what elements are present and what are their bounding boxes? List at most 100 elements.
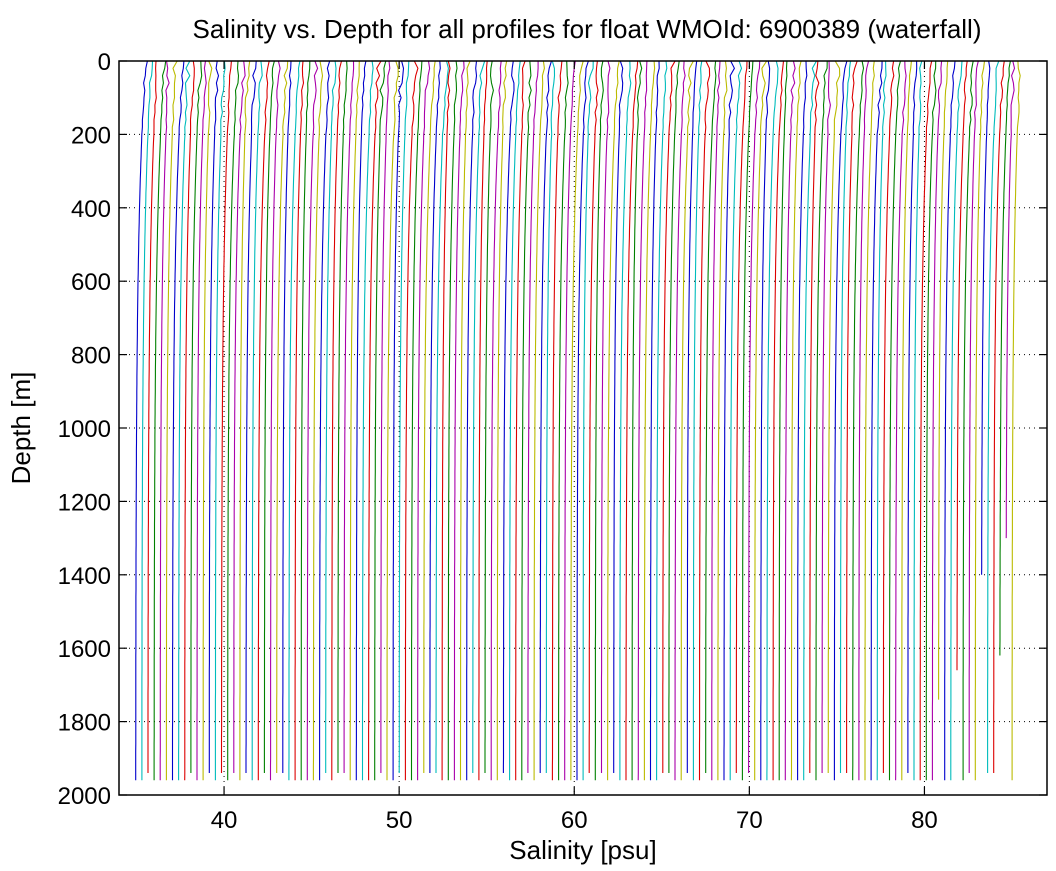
profile-line xyxy=(852,60,865,781)
profile-line xyxy=(649,60,660,781)
profile-line xyxy=(202,60,213,781)
y-tick-label: 1600 xyxy=(58,636,111,663)
profile-line xyxy=(950,60,963,781)
profile-line xyxy=(361,60,374,781)
profile-line xyxy=(533,60,545,781)
profile-line xyxy=(319,60,331,781)
profile-line xyxy=(705,60,717,773)
profile-line xyxy=(882,60,895,773)
profile-line xyxy=(821,60,831,773)
profile-line xyxy=(784,60,796,781)
profile-line xyxy=(797,60,808,781)
profile-line xyxy=(551,60,563,781)
y-tick-label: 1000 xyxy=(58,416,111,443)
profile-line xyxy=(1011,60,1021,781)
profile-line xyxy=(858,60,870,781)
profile-lines xyxy=(135,60,1021,781)
profile-line xyxy=(680,60,694,781)
y-axis: 0 200 400 600 800 1000 1200 1400 1600 1800 2000 xyxy=(58,49,1047,810)
profile-line xyxy=(502,60,515,773)
profile-line xyxy=(876,60,887,781)
profile-line xyxy=(987,60,1000,773)
profile-line xyxy=(472,60,486,773)
profile-line xyxy=(269,60,281,781)
profile-line xyxy=(214,60,226,781)
profile-line xyxy=(772,60,785,781)
profile-line xyxy=(760,60,771,781)
profile-line xyxy=(729,60,743,781)
profile-line xyxy=(711,60,721,781)
profile-line xyxy=(846,60,858,773)
profile-line xyxy=(839,60,852,773)
profile-line xyxy=(257,60,270,781)
profile-line xyxy=(178,60,191,781)
profile-line xyxy=(723,60,736,781)
profile-line xyxy=(1005,60,1016,539)
profile-line xyxy=(827,60,841,773)
x-tick-label: 50 xyxy=(386,807,413,834)
profile-line xyxy=(895,60,907,781)
y-tick-label: 2000 xyxy=(58,783,111,810)
profile-line xyxy=(668,60,680,773)
profile-line xyxy=(349,60,360,781)
profile-line xyxy=(227,60,240,781)
profile-line xyxy=(656,60,668,781)
y-tick-label: 600 xyxy=(71,269,111,296)
y-tick-label: 0 xyxy=(98,49,111,76)
profile-line xyxy=(901,60,912,781)
profile-line xyxy=(447,60,458,781)
profile-line xyxy=(484,60,494,773)
profile-line xyxy=(196,60,207,781)
profile-line xyxy=(435,60,449,773)
profile-line xyxy=(974,60,986,781)
profile-line xyxy=(417,60,431,781)
profile-line xyxy=(637,60,648,781)
profile-line xyxy=(459,60,471,781)
profile-line xyxy=(423,60,436,773)
profile-line xyxy=(717,60,728,781)
profile-line xyxy=(558,60,569,781)
profile-line xyxy=(625,60,639,781)
profile-line xyxy=(613,60,624,773)
profile-line xyxy=(208,60,220,773)
profile-line xyxy=(564,60,576,781)
profile-line xyxy=(545,60,556,773)
profile-line xyxy=(803,60,817,781)
profile-line xyxy=(527,61,539,773)
profile-line xyxy=(981,60,991,575)
profile-line xyxy=(135,60,148,781)
profile-line xyxy=(576,60,589,781)
profile-line xyxy=(374,60,387,781)
profile-line xyxy=(748,60,761,773)
profile-line xyxy=(282,60,292,773)
profile-line xyxy=(735,60,748,773)
x-tick-label: 80 xyxy=(911,807,938,834)
profile-line xyxy=(410,60,423,781)
profile-line xyxy=(588,60,599,773)
profile-line xyxy=(153,60,167,781)
profile-line xyxy=(429,60,441,773)
profile-line xyxy=(570,60,584,781)
profile-line xyxy=(368,60,382,781)
profile-line xyxy=(600,60,611,773)
profile-line xyxy=(251,60,263,781)
profile-line xyxy=(300,60,311,781)
y-tick-label: 1400 xyxy=(58,563,111,590)
y-tick-label: 1200 xyxy=(58,489,111,516)
profile-line xyxy=(337,60,348,773)
profile-line xyxy=(692,60,703,781)
profile-line xyxy=(962,60,974,781)
profile-line xyxy=(509,60,521,781)
profile-line xyxy=(594,60,604,781)
profile-line xyxy=(190,60,203,773)
profile-line xyxy=(325,60,337,773)
profile-line xyxy=(741,60,754,781)
profile-line xyxy=(521,60,532,781)
profile-line xyxy=(380,60,391,773)
profile-line xyxy=(999,60,1011,656)
profile-line xyxy=(220,60,232,773)
profile-line xyxy=(233,60,246,773)
y-tick-label: 1800 xyxy=(58,710,111,737)
x-tick-label: 60 xyxy=(561,807,588,834)
